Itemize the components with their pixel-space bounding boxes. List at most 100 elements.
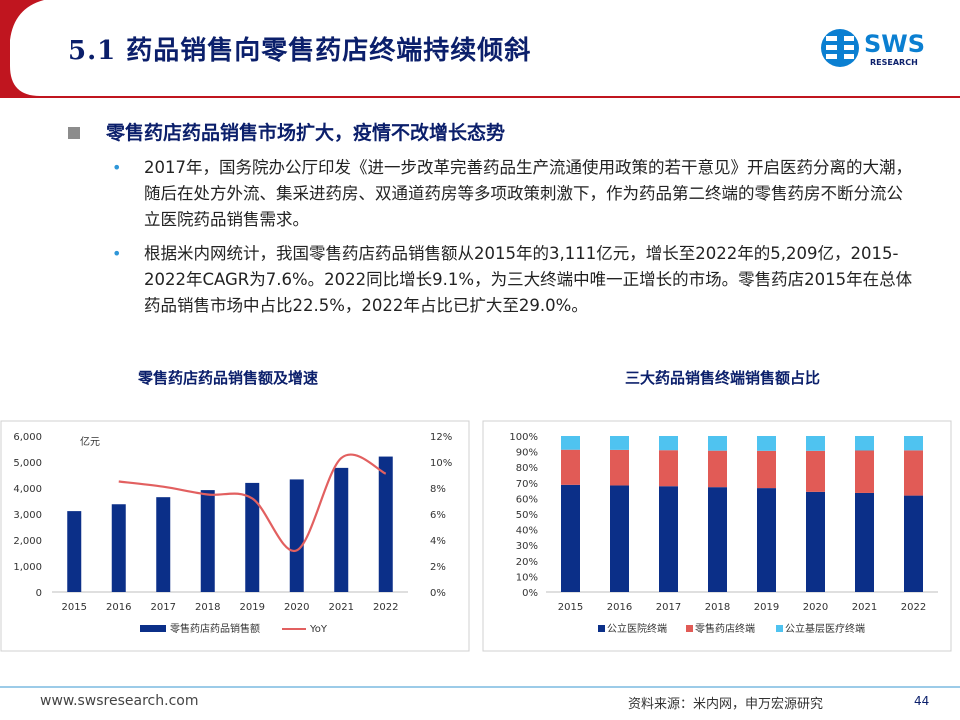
sales-bar bbox=[156, 497, 171, 592]
header-frame bbox=[0, 0, 960, 98]
y-left-tick-label: 2,000 bbox=[13, 536, 42, 547]
share-bar-segment bbox=[610, 436, 629, 450]
share-bar-segment bbox=[904, 436, 923, 451]
bullet-paragraph-2: • 根据米内网统计，我国零售药店药品销售额从2015年的3,111亿元，增长至2… bbox=[112, 241, 914, 319]
share-bar-segment bbox=[659, 436, 678, 451]
y-tick-label: 10% bbox=[516, 572, 538, 583]
x-tick-label: 2018 bbox=[705, 602, 730, 613]
y-left-tick-label: 6,000 bbox=[13, 432, 42, 443]
sws-logo-mark: SWS RESEARCH bbox=[821, 29, 925, 67]
y-tick-label: 100% bbox=[509, 432, 538, 443]
sws-research-logo: SWS RESEARCH bbox=[820, 26, 944, 72]
bullet-dot-icon: • bbox=[112, 158, 122, 177]
y-left-tick-label: 1,000 bbox=[13, 562, 42, 573]
legend-label: 公立医院终端 bbox=[607, 622, 667, 635]
legend-swatch bbox=[686, 625, 693, 632]
chart-2-title: 三大药品销售终端销售额占比 bbox=[625, 369, 821, 387]
logo-brand-text: SWS bbox=[864, 30, 925, 58]
y-left-tick-label: 3,000 bbox=[13, 510, 42, 521]
sales-bar bbox=[378, 456, 393, 592]
slide-title: 5.1 药品销售向零售药店终端持续倾斜 bbox=[68, 36, 532, 66]
x-tick-label: 2019 bbox=[240, 602, 265, 613]
share-bar-segment bbox=[561, 484, 580, 592]
x-tick-label: 2017 bbox=[656, 602, 681, 613]
y-right-tick-label: 12% bbox=[430, 432, 452, 443]
footer-website[interactable]: www.swsresearch.com bbox=[40, 693, 199, 709]
x-tick-label: 2022 bbox=[373, 602, 398, 613]
share-bar-segment bbox=[561, 436, 580, 450]
share-bar-segment bbox=[904, 450, 923, 496]
y-tick-label: 20% bbox=[516, 557, 538, 568]
sales-bar bbox=[289, 479, 304, 592]
bullet-dot-icon: • bbox=[112, 244, 122, 263]
share-bar-segment bbox=[708, 450, 727, 488]
sales-bar bbox=[334, 467, 349, 592]
y-right-tick-label: 2% bbox=[430, 562, 446, 573]
x-tick-label: 2017 bbox=[151, 602, 176, 613]
x-tick-label: 2018 bbox=[195, 602, 220, 613]
footer-divider bbox=[0, 686, 960, 688]
y-tick-label: 30% bbox=[516, 541, 538, 552]
share-bar-segment bbox=[708, 436, 727, 451]
x-tick-label: 2021 bbox=[852, 602, 877, 613]
share-bar-segment bbox=[904, 495, 923, 592]
terminal-share-chart: 0% 10% 20% 30% 40% 50% 60% 70% 80% 90% 100% 2015 201… bbox=[482, 420, 952, 652]
chart-2-frame bbox=[482, 420, 952, 652]
sales-bar bbox=[200, 490, 215, 592]
y-tick-label: 50% bbox=[516, 510, 538, 521]
legend-swatch bbox=[598, 625, 605, 632]
share-bar-segment bbox=[806, 491, 825, 592]
yoy-line bbox=[118, 453, 387, 552]
sales-bar bbox=[67, 511, 82, 592]
share-bar-segment bbox=[708, 487, 727, 592]
x-tick-label: 2020 bbox=[284, 602, 309, 613]
y-left-tick-label: 0 bbox=[36, 588, 42, 599]
y-tick-label: 70% bbox=[516, 479, 538, 490]
y-tick-label: 40% bbox=[516, 526, 538, 537]
share-bar-segment bbox=[659, 450, 678, 487]
x-tick-label: 2022 bbox=[901, 602, 926, 613]
x-tick-label: 2015 bbox=[62, 602, 87, 613]
sales-bar bbox=[111, 504, 126, 592]
bullet-paragraph-1: • 2017年，国务院办公厅印发《进一步改革完善药品生产流通使用政策的若干意见》… bbox=[112, 155, 914, 233]
x-tick-label: 2015 bbox=[558, 602, 583, 613]
y-tick-label: 90% bbox=[516, 448, 538, 459]
retail-sales-chart: 0 1,000 2,000 3,000 4,000 5,000 6,000 0% 2% 4% 6% 8… bbox=[0, 420, 470, 652]
share-bar-segment bbox=[610, 485, 629, 592]
y-tick-label: 0% bbox=[522, 588, 538, 599]
y-right-tick-label: 4% bbox=[430, 536, 446, 547]
page-number: 44 bbox=[914, 694, 930, 708]
share-bar-segment bbox=[659, 486, 678, 592]
share-bar-segment bbox=[757, 488, 776, 592]
x-tick-label: 2016 bbox=[607, 602, 632, 613]
y-right-tick-label: 0% bbox=[430, 588, 446, 599]
legend-swatch bbox=[776, 625, 783, 632]
share-bar-segment bbox=[855, 436, 874, 451]
y-left-tick-label: 4,000 bbox=[13, 484, 42, 495]
legend-label-yoy: YoY bbox=[309, 624, 328, 635]
chart-1-frame bbox=[0, 420, 470, 652]
share-bar-segment bbox=[855, 492, 874, 592]
sales-bar bbox=[245, 482, 260, 592]
share-bar-segment bbox=[757, 436, 776, 451]
legend-label-sales: 零售药店药品销售额 bbox=[170, 622, 260, 635]
y-tick-label: 60% bbox=[516, 494, 538, 505]
y-right-tick-label: 8% bbox=[430, 484, 446, 495]
footer-source: 资料来源：米内网，申万宏源研究 bbox=[628, 697, 824, 712]
section-heading-text: 零售药店药品销售市场扩大，疫情不改增长态势 bbox=[106, 122, 506, 144]
x-tick-label: 2021 bbox=[329, 602, 354, 613]
x-tick-label: 2016 bbox=[106, 602, 131, 613]
share-bar-segment bbox=[561, 449, 580, 485]
bullet-text-2: 根据米内网统计，我国零售药店药品销售额从2015年的3,111亿元，增长至202… bbox=[144, 244, 913, 315]
share-bar-segment bbox=[610, 449, 629, 486]
share-bar-segment bbox=[806, 436, 825, 451]
x-tick-label: 2019 bbox=[754, 602, 779, 613]
share-bar-segment bbox=[757, 450, 776, 489]
legend-label: 公立基层医疗终端 bbox=[785, 622, 865, 635]
legend-swatch-sales bbox=[140, 625, 166, 632]
slide-header: 5.1 药品销售向零售药店终端持续倾斜 SWS RESEARCH bbox=[0, 0, 960, 98]
logo-sub-text: RESEARCH bbox=[870, 58, 918, 67]
y-left-tick-label: 5,000 bbox=[13, 458, 42, 469]
legend-label: 零售药店终端 bbox=[695, 622, 755, 635]
bullet-text-1: 2017年，国务院办公厅印发《进一步改革完善药品生产流通使用政策的若干意见》开启… bbox=[144, 158, 912, 229]
